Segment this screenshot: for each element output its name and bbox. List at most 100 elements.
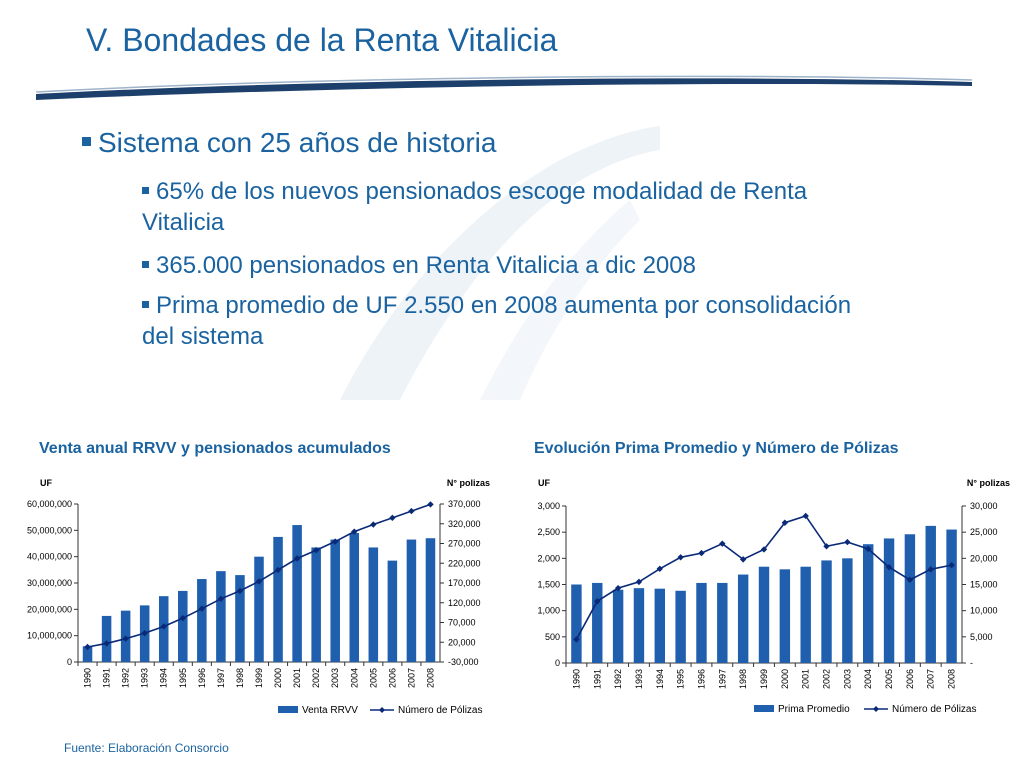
- x-tick-label: 1994: [655, 669, 665, 689]
- line-point: [802, 512, 809, 520]
- x-tick-label: 2006: [905, 669, 915, 689]
- x-tick-label: 2002: [311, 668, 321, 688]
- x-tick-label: 2000: [273, 668, 283, 688]
- sub-bullet-text: 365.000 pensionados en Renta Vitalicia a…: [156, 252, 696, 279]
- bar: [425, 538, 436, 662]
- x-tick-label: 1999: [254, 668, 264, 688]
- chart-prima-promedio: UF N° polizas 0 500 1,000 1,500 2,000 2,500 3,00…: [537, 478, 1010, 715]
- y-right-tick-label: 25,000: [970, 527, 998, 537]
- bar: [368, 547, 379, 662]
- bar: [254, 556, 264, 662]
- source-note: Fuente: Elaboración Consorcio: [64, 741, 229, 755]
- line-point: [370, 521, 377, 528]
- line-point: [865, 545, 872, 553]
- y-left-tick-label: 30,000,000: [27, 578, 72, 588]
- x-tick-label: 1995: [178, 668, 188, 688]
- x-tick-label: 1990: [83, 668, 93, 688]
- y-right-tick-label: 370,000: [448, 499, 481, 509]
- y-right-tick-label: -30,000: [448, 657, 479, 667]
- x-tick-label: 1999: [759, 669, 769, 689]
- x-tick-label: 2001: [801, 669, 811, 689]
- x-tick-label: 1996: [696, 669, 706, 689]
- main-bullet-text: Sistema con 25 años de historia: [98, 127, 497, 158]
- y-right-tick-label: 170,000: [448, 578, 481, 588]
- y-left-tick-label: 2,500: [537, 527, 560, 537]
- bar: [571, 584, 582, 663]
- y-right-tick-label: 220,000: [448, 558, 481, 568]
- y-left-tick-label: 500: [545, 632, 560, 642]
- bullet-square-icon: [142, 187, 149, 194]
- x-tick-label: 1994: [159, 668, 169, 688]
- y-left-tick-label: 3,000: [537, 501, 560, 511]
- left-unit-label: UF: [40, 478, 52, 488]
- x-tick-label: 1992: [121, 668, 131, 688]
- y-right-tick-label: 20,000: [970, 553, 998, 563]
- legend-line-label: Número de Pólizas: [398, 705, 482, 716]
- right-unit-label: N° polizas: [967, 478, 1010, 488]
- y-right-tick-label: 270,000: [448, 539, 481, 549]
- chart1-title: Venta anual RRVV y pensionados acumulado…: [39, 440, 391, 457]
- bar: [904, 534, 916, 663]
- y-right-tick-label: 320,000: [448, 519, 481, 529]
- legend-line-marker: [379, 707, 385, 713]
- y-left-tick-label: 0: [555, 658, 560, 668]
- x-tick-label: 1997: [717, 669, 727, 689]
- line-point: [84, 643, 91, 651]
- y-left-tick-label: 1,500: [537, 580, 560, 590]
- x-tick-label: 2004: [349, 668, 359, 688]
- line-point: [179, 614, 186, 622]
- x-tick-label: 2005: [368, 668, 378, 688]
- x-tick-label: 2004: [863, 669, 873, 689]
- y-left-tick-label: 0: [67, 657, 72, 667]
- bar: [612, 589, 624, 663]
- bar: [842, 558, 853, 663]
- x-tick-label: 2003: [330, 668, 340, 688]
- line-point: [389, 514, 396, 522]
- y-left-tick-label: 20,000,000: [27, 604, 72, 614]
- bar: [675, 590, 686, 663]
- bar: [101, 615, 112, 662]
- x-tick-label: 1996: [197, 668, 207, 688]
- x-tick-label: 2007: [926, 669, 936, 689]
- x-tick-label: 2002: [822, 669, 832, 689]
- left-unit-label: UF: [538, 478, 550, 488]
- bar: [216, 571, 226, 662]
- line-point: [760, 546, 768, 553]
- line-point: [427, 501, 434, 508]
- line-point: [293, 555, 301, 562]
- bar: [592, 582, 603, 663]
- sub-bullet-text: 65% de los nuevos pensionados escoge mod…: [142, 178, 808, 236]
- chart2-title: Evolución Prima Promedio y Número de Pól…: [534, 440, 899, 457]
- bar: [197, 579, 207, 662]
- bar: [406, 539, 417, 662]
- bar: [654, 588, 665, 663]
- bar: [696, 582, 707, 663]
- bullet-square-icon: [142, 301, 149, 308]
- x-tick-label: 2006: [387, 668, 397, 688]
- bar: [863, 544, 874, 663]
- y-right-tick-label: -: [970, 658, 973, 668]
- x-tick-label: 2000: [780, 669, 790, 689]
- bar: [349, 532, 360, 662]
- x-tick-label: 2008: [947, 669, 957, 689]
- line-point: [103, 640, 110, 647]
- line-point: [698, 549, 705, 557]
- y-right-tick-label: 10,000: [970, 606, 998, 616]
- sub-bullet-2: 365.000 pensionados en Renta Vitalicia a…: [142, 250, 862, 281]
- bar: [925, 525, 936, 663]
- y-left-tick-label: 10,000,000: [27, 631, 72, 641]
- bar: [633, 588, 645, 663]
- bar: [82, 646, 93, 662]
- x-tick-label: 2001: [292, 668, 302, 688]
- y-left-tick-label: 1,000: [537, 606, 560, 616]
- legend-bar-label: Prima Promedio: [778, 704, 850, 715]
- x-tick-label: 1998: [738, 669, 748, 689]
- bullet-square-icon: [142, 261, 149, 268]
- bar: [883, 538, 895, 663]
- bar: [758, 566, 770, 663]
- y-right-tick-label: 70,000: [448, 618, 476, 628]
- bar: [800, 566, 811, 663]
- line-point: [408, 507, 415, 515]
- x-tick-label: 1991: [592, 669, 602, 689]
- y-right-tick-label: 20,000: [448, 637, 476, 647]
